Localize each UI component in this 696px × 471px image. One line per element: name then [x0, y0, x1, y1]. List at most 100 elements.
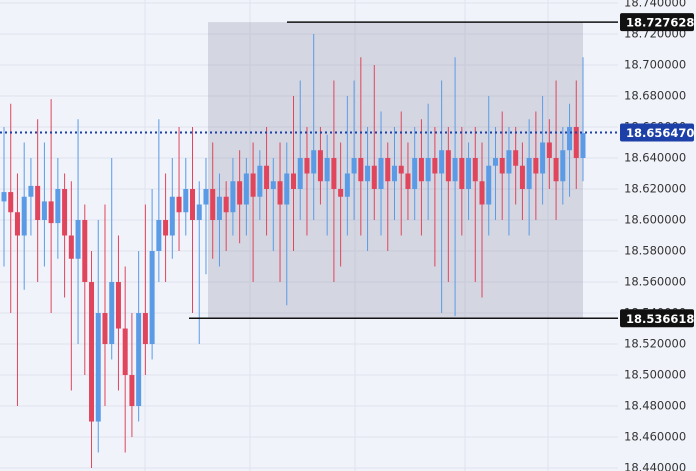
candle-body: [176, 196, 182, 213]
y-tick-label: 18.680000: [624, 88, 686, 102]
candle-body: [506, 150, 512, 174]
candle-body: [573, 126, 579, 158]
candle-body: [82, 219, 88, 283]
y-tick-label: 18.500000: [624, 368, 686, 382]
candle-body: [115, 282, 121, 329]
candle-body: [513, 150, 519, 166]
candle-body: [365, 165, 371, 182]
candle-body: [560, 150, 566, 182]
candle-body: [405, 173, 411, 189]
y-tick-label: 18.600000: [624, 212, 686, 226]
candle-body: [62, 188, 68, 236]
candle-body: [129, 375, 135, 407]
candle-body: [216, 196, 222, 220]
candle-body: [257, 165, 263, 197]
y-tick-label: 18.560000: [624, 275, 686, 289]
candle-body: [264, 165, 270, 189]
candle-body: [41, 201, 47, 220]
price-label-box: [620, 123, 694, 142]
candle-body: [95, 313, 101, 422]
candle-body: [546, 142, 552, 158]
candle-body: [580, 133, 586, 158]
y-tick-label: 18.620000: [624, 181, 686, 195]
candle-body: [142, 313, 148, 345]
y-tick-label: 18.520000: [624, 337, 686, 351]
y-tick-label: 18.480000: [624, 399, 686, 413]
candle-body: [230, 181, 236, 213]
candle-body: [109, 282, 115, 345]
candle-body: [1, 192, 7, 202]
candle-body: [499, 157, 505, 174]
candle-body: [277, 181, 283, 205]
candle-body: [284, 173, 290, 205]
candle-body: [190, 188, 196, 220]
candle-body: [338, 188, 344, 197]
y-tick-label: 18.440000: [624, 461, 686, 471]
candle-body: [378, 157, 384, 189]
candle-body: [418, 157, 424, 182]
candle-body: [122, 328, 128, 376]
candle-body: [466, 157, 472, 189]
candle-body: [14, 212, 20, 236]
candle-body: [351, 157, 357, 174]
candle-body: [21, 196, 27, 236]
price-label: 18.536618: [626, 312, 694, 326]
candle-body: [169, 196, 175, 236]
candle-body: [89, 282, 95, 422]
price-label: 18.656470: [626, 126, 694, 140]
candle-body: [533, 157, 539, 174]
candle-body: [297, 157, 303, 189]
candle-body: [163, 219, 169, 236]
candle-body: [75, 219, 81, 259]
candle-body: [445, 150, 451, 182]
candle-body: [398, 165, 404, 174]
candle-body: [425, 157, 431, 182]
candle-body: [371, 165, 377, 189]
candle-body: [68, 235, 74, 259]
candle-body: [358, 157, 364, 182]
candle-body: [210, 188, 216, 220]
candle-body: [432, 157, 438, 174]
y-tick-label: 18.640000: [624, 150, 686, 164]
candle-body: [391, 165, 397, 182]
candle-body: [270, 181, 276, 189]
candle-body: [519, 165, 525, 189]
candle-body: [492, 157, 498, 166]
candle-body: [304, 157, 310, 174]
candle-body: [136, 313, 142, 407]
candle-body: [55, 188, 61, 224]
price-label-box: [620, 309, 694, 328]
y-tick-label: 18.460000: [624, 430, 686, 444]
candle-body: [567, 126, 573, 151]
candle-body: [311, 150, 317, 174]
candle-body: [459, 157, 465, 189]
candle-body: [149, 251, 155, 345]
candle-body: [479, 181, 485, 205]
candle-body: [243, 173, 249, 205]
candle-body: [472, 157, 478, 182]
candle-body: [8, 192, 14, 213]
y-tick-label: 18.700000: [624, 57, 686, 71]
price-label: 18.727628: [626, 16, 694, 30]
candle-body: [223, 196, 229, 213]
candle-body: [102, 313, 108, 345]
candle-body: [317, 150, 323, 182]
candle-body: [156, 219, 162, 252]
y-tick-label: 18.740000: [624, 0, 686, 9]
candle-body: [526, 157, 532, 189]
y-tick-label: 18.580000: [624, 244, 686, 258]
candle-body: [250, 173, 256, 197]
candle-body: [28, 185, 34, 197]
candle-body: [344, 173, 350, 197]
candle-body: [452, 157, 458, 182]
candle-body: [35, 185, 41, 220]
candle-body: [331, 157, 337, 189]
candle-body: [203, 188, 209, 205]
price-label-box: [620, 13, 694, 32]
vertical-grid: [144, 0, 549, 471]
candle-body: [486, 165, 492, 205]
candle-body: [439, 150, 445, 174]
candle-body: [237, 181, 243, 205]
